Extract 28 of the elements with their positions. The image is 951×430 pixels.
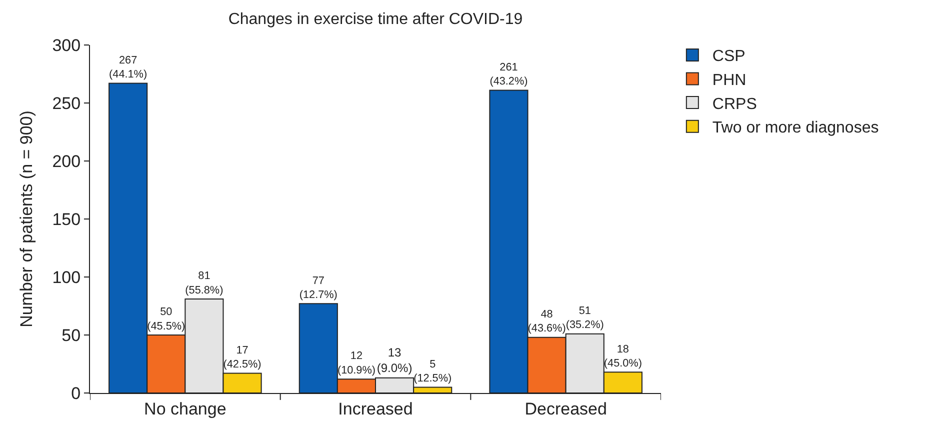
data-label: 18 (45.0%) bbox=[604, 343, 642, 370]
data-label: 50 (45.5%) bbox=[147, 306, 186, 332]
chart-title: Changes in exercise time after COVID-19 bbox=[228, 11, 523, 28]
data-label: 267 (44.1%) bbox=[109, 54, 148, 81]
y-tick-label: 0 bbox=[71, 384, 81, 403]
data-label: 48 (43.6%) bbox=[528, 308, 566, 335]
y-tick-label: 300 bbox=[52, 36, 81, 55]
data-label: 5 (12.5%) bbox=[414, 358, 452, 384]
data-label: 12 (10.9%) bbox=[337, 350, 376, 376]
data-label: 17 (42.5%) bbox=[223, 344, 262, 371]
data-label: 51 (35.2%) bbox=[566, 304, 604, 332]
y-tick-label: 100 bbox=[52, 268, 81, 287]
y-tick-label: 150 bbox=[52, 210, 81, 229]
x-tick-label: Decreased bbox=[524, 399, 607, 418]
data-label: 13 (9.0%) bbox=[376, 345, 412, 375]
data-label: 81 (55.8%) bbox=[185, 270, 224, 296]
legend-label: Two or more diagnoses bbox=[712, 120, 879, 137]
legend-label: CRPS bbox=[712, 96, 757, 113]
legend-label: CSP bbox=[712, 48, 746, 66]
y-tick-label: 200 bbox=[52, 152, 81, 171]
x-tick-label: Increased bbox=[338, 399, 413, 418]
y-tick-label: 250 bbox=[52, 94, 81, 113]
legend-label: PHN bbox=[712, 72, 746, 89]
data-label: 77 (12.7%) bbox=[299, 274, 338, 301]
data-label: 261 (43.2%) bbox=[490, 61, 528, 88]
x-tick-label: No change bbox=[144, 399, 226, 418]
y-tick-label: 50 bbox=[62, 326, 81, 345]
y-axis-title: Number of patients (n = 900) bbox=[16, 110, 36, 328]
